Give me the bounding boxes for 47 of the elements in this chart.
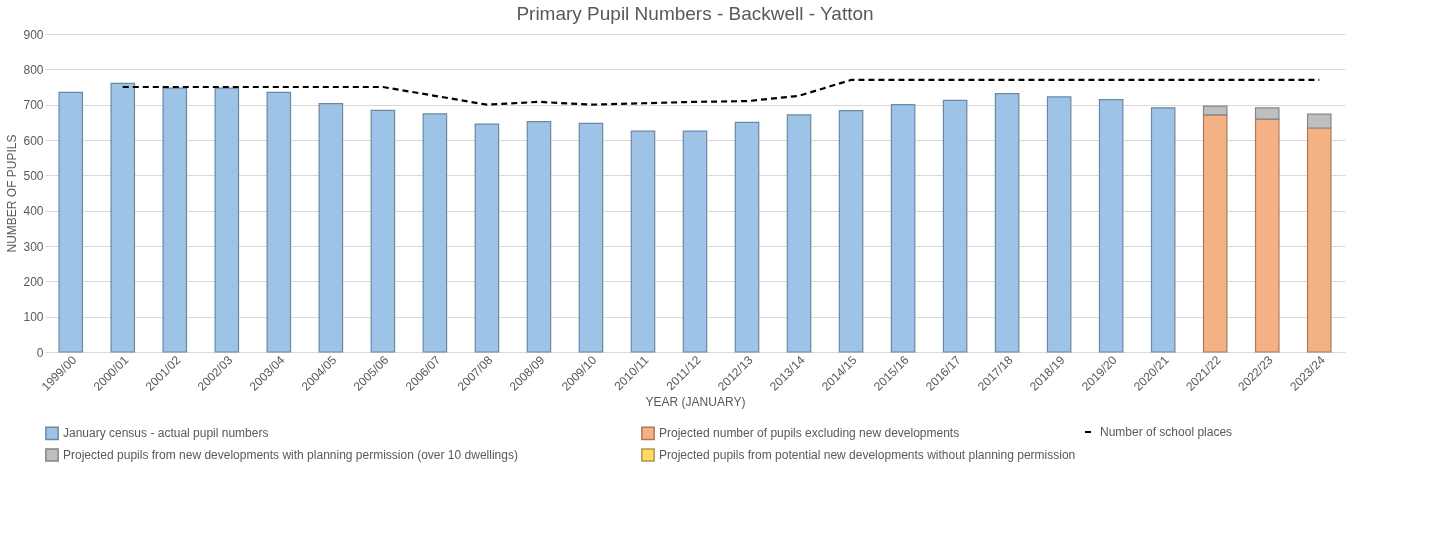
bar [422, 113, 448, 353]
bar [1202, 114, 1228, 353]
bar [734, 121, 760, 353]
bar [1150, 107, 1176, 353]
bar [682, 130, 708, 353]
bar [838, 110, 864, 353]
y-tick-label: 600 [23, 133, 44, 148]
y-tick-label: 100 [23, 310, 44, 325]
bar [214, 87, 240, 353]
bar [1254, 107, 1280, 120]
bar [942, 99, 968, 353]
bar [162, 87, 188, 353]
legend-label: Number of school places [1100, 425, 1233, 439]
y-tick-label: 300 [23, 239, 44, 254]
bar [578, 122, 604, 353]
legend-label: Projected pupils from new developments with planning permission (over 10 dwellings) [63, 448, 518, 462]
bar [786, 114, 812, 353]
x-axis-title: YEAR (JANUARY) [645, 394, 746, 409]
bar [1306, 113, 1332, 129]
bar [1306, 127, 1332, 353]
y-tick-label: 500 [23, 168, 44, 183]
bar [994, 93, 1020, 353]
line-series [121, 78, 1321, 106]
y-tick-label: 200 [23, 274, 44, 289]
y-tick-label: 0 [36, 345, 44, 360]
bar [474, 123, 500, 353]
legend-label: Projected pupils from potential new developments without planning permission [659, 448, 1076, 462]
bar [890, 104, 916, 353]
bar [526, 121, 552, 353]
y-tick-label: 400 [23, 204, 44, 219]
bar [1046, 96, 1072, 353]
legend-label: Projected number of pupils excluding new developments [659, 426, 960, 441]
bar [370, 109, 396, 353]
bar [1202, 105, 1228, 116]
bar [266, 91, 292, 353]
legend-label: January census - actual pupil numbers [63, 426, 269, 441]
y-tick-label: 700 [23, 98, 44, 113]
bar [318, 103, 344, 353]
bar [630, 130, 656, 353]
y-tick-label: 900 [23, 27, 44, 42]
y-tick-label: 800 [23, 62, 44, 77]
bar [58, 91, 84, 353]
y-axis-title: NUMBER OF PUPILS [5, 134, 20, 253]
chart-title: Primary Pupil Numbers - Backwell - Yatton [516, 3, 874, 24]
bar [1254, 118, 1280, 353]
bar [110, 82, 136, 353]
bar [1098, 99, 1124, 353]
